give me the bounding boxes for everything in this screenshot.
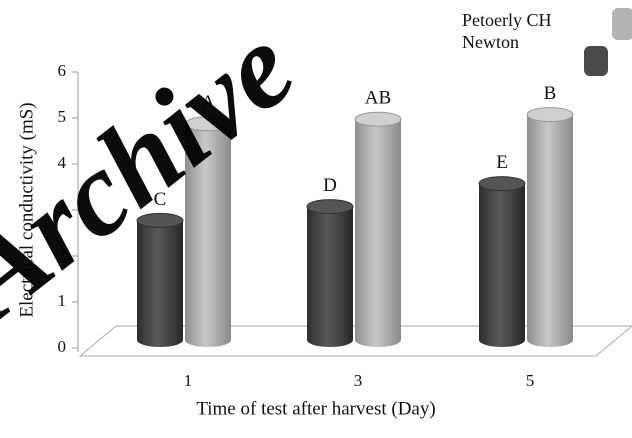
bar-part <box>307 206 353 347</box>
bar <box>136 212 184 347</box>
legend-label: Petoerly CH <box>462 10 552 30</box>
bar <box>478 176 526 347</box>
bar-part <box>184 116 232 132</box>
bar-part <box>526 107 574 123</box>
bar <box>306 199 354 347</box>
x-axis-title: Time of test after harvest (Day) <box>196 398 435 419</box>
x-tick-label: 5 <box>526 371 535 390</box>
x-tick-label: 1 <box>184 371 193 390</box>
bar <box>354 111 402 347</box>
bar-part <box>137 220 183 347</box>
bar-part <box>354 111 402 127</box>
legend-label: Newton <box>462 32 519 52</box>
significance-letter: D <box>323 175 337 196</box>
legend-swatch <box>584 46 608 76</box>
bar <box>526 107 574 347</box>
bar-part <box>479 183 525 347</box>
bar-part <box>136 212 184 228</box>
bar-part <box>185 123 231 347</box>
bar-part <box>306 199 354 215</box>
y-tick-label: 3 <box>58 199 67 218</box>
bar-part <box>478 176 526 192</box>
y-tick-label: 1 <box>58 291 67 310</box>
significance-letter: A <box>201 92 215 113</box>
bar <box>184 116 232 347</box>
significance-letter: B <box>544 83 557 104</box>
legend-swatch <box>612 8 632 40</box>
y-axis-title: Electrical conductivity (mS) <box>16 102 37 317</box>
y-tick-label: 0 <box>58 337 67 356</box>
significance-letter: AB <box>365 88 391 109</box>
significance-letter: C <box>154 189 167 210</box>
y-tick-label: 6 <box>58 61 67 80</box>
x-tick-label: 3 <box>354 371 363 390</box>
bar-part <box>355 119 401 347</box>
significance-letter: E <box>496 152 508 173</box>
y-tick-label: 2 <box>58 245 67 264</box>
y-tick-label: 5 <box>58 107 67 126</box>
y-tick-label: 4 <box>58 153 67 172</box>
bar-part <box>527 114 573 347</box>
